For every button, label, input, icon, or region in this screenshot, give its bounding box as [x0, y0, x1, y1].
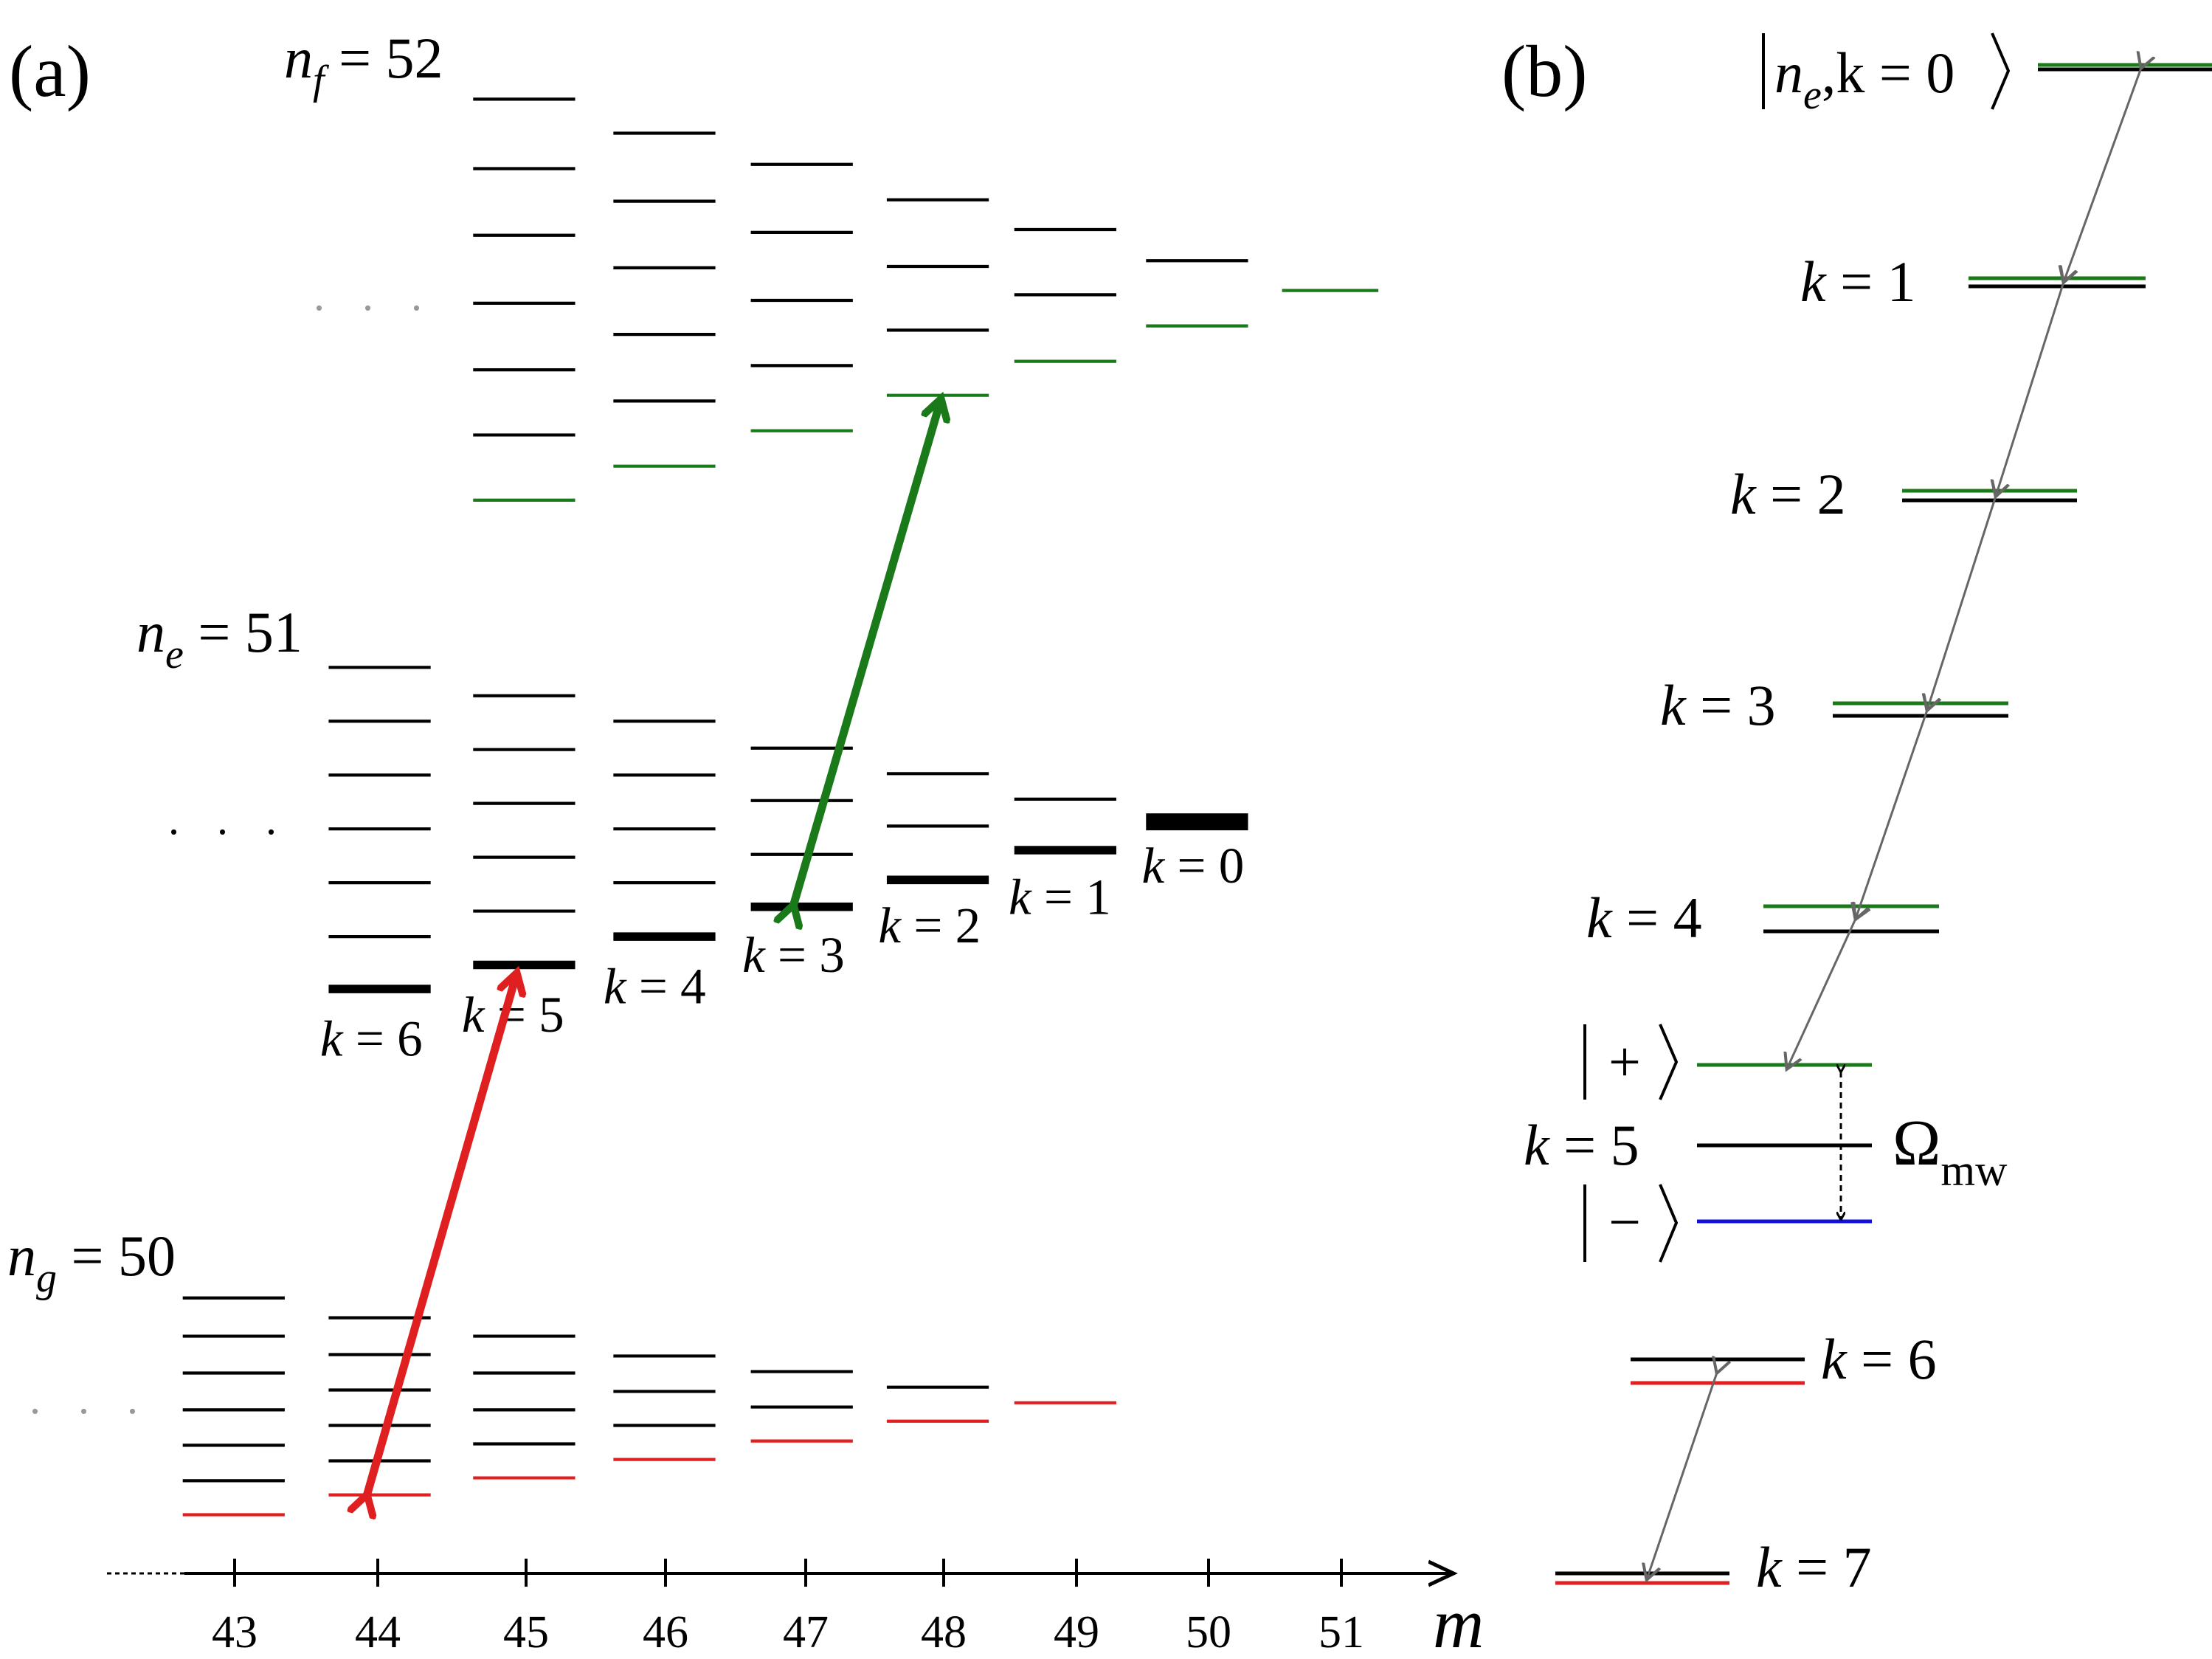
ne-k-label: k = 4 — [604, 957, 706, 1014]
k3-label: k = 3 — [1660, 673, 1776, 737]
nf-var: n — [284, 26, 313, 90]
ne-k-value: = 6 — [343, 1010, 423, 1066]
k2-var: k — [1730, 462, 1757, 526]
k1-label: k = 1 — [1800, 249, 1916, 314]
minus-ket: − — [1583, 1184, 1679, 1263]
nf-ellipsis: . . . — [314, 271, 435, 320]
m-tick-label: 46 — [643, 1607, 688, 1658]
k5-value: = 5 — [1549, 1113, 1639, 1177]
ne-k-value: = 4 — [626, 957, 706, 1014]
ne-k-label: k = 1 — [1009, 868, 1111, 925]
coupling-arrow — [1927, 496, 1996, 710]
ng-levels — [182, 1296, 1116, 1517]
k1-value: = 1 — [1826, 249, 1916, 314]
ne-k-value: = 1 — [1031, 868, 1111, 925]
nf-label: nf = 52 — [284, 26, 443, 103]
ng-sub: g — [36, 1255, 57, 1301]
coupling-arrow — [1787, 919, 1856, 1069]
ket-angle — [1991, 32, 2011, 110]
ne-k-label: k = 6 — [320, 1010, 423, 1066]
minus-ket-angle — [1659, 1184, 1679, 1263]
top-ket-rest: ,k = 0 — [1822, 41, 1955, 105]
ne-sub: e — [165, 632, 184, 677]
top-ket-n: n — [1774, 41, 1803, 105]
coupling-arrow — [1996, 282, 2064, 496]
omega-symbol: Ω — [1893, 1108, 1940, 1179]
plus-ket: + — [1583, 1024, 1679, 1100]
ne-label: ne = 51 — [136, 600, 303, 677]
m-tick-label: 44 — [355, 1607, 401, 1658]
plus-ket-symbol: + — [1608, 1029, 1641, 1094]
k4-value: = 4 — [1612, 886, 1702, 950]
ng-ellipsis: . . . — [30, 1374, 151, 1423]
k1-var: k — [1800, 249, 1827, 314]
panel-b-coupling-arrows — [1647, 68, 2141, 1579]
m-tick-label: 51 — [1318, 1607, 1364, 1658]
ne-k-var: k — [1142, 837, 1166, 894]
k3-value: = 3 — [1686, 673, 1776, 737]
ne-k-var: k — [742, 926, 766, 983]
ne-k-var: k — [604, 957, 627, 1014]
red-transition-arrow — [367, 974, 516, 1496]
k7-var: k — [1756, 1535, 1783, 1599]
ne-k-var: k — [878, 897, 902, 953]
m-axis-label: m — [1433, 1584, 1484, 1659]
m-axis-ticks: 43 44 45 46 47 48 49 50 51 — [212, 1559, 1364, 1658]
panel-b: (b) ne,k = 0 k = 1 k = 2 k = 3 k = 4 k =… — [1501, 30, 2212, 1599]
nf-value: = 52 — [325, 26, 443, 90]
ne-k-label: k = 0 — [1142, 837, 1245, 894]
k2-value: = 2 — [1756, 462, 1846, 526]
ne-k-value: = 3 — [765, 926, 845, 983]
ne-k-var: k — [1009, 868, 1032, 925]
ng-value: = 50 — [57, 1224, 176, 1288]
panel-a-label: (a) — [9, 30, 91, 112]
top-ket-text: ne,k = 0 — [1774, 41, 1954, 118]
m-tick-label: 47 — [783, 1607, 829, 1658]
panel-b-label: (b) — [1501, 30, 1588, 112]
ng-label: ng = 50 — [7, 1224, 176, 1301]
k3-var: k — [1660, 673, 1687, 737]
ne-var: n — [136, 600, 165, 664]
omega-sub: mw — [1940, 1146, 2008, 1195]
coupling-arrow — [2064, 68, 2141, 282]
coupling-arrow — [1856, 710, 1927, 919]
ne-value: = 51 — [184, 600, 303, 664]
m-tick-label: 49 — [1054, 1607, 1099, 1658]
m-tick-label: 45 — [503, 1607, 549, 1658]
m-tick-label: 48 — [921, 1607, 967, 1658]
minus-ket-symbol: − — [1608, 1190, 1641, 1254]
m-tick-label: 50 — [1186, 1607, 1231, 1658]
ne-k-label: k = 3 — [742, 926, 845, 983]
k2-label: k = 2 — [1730, 462, 1846, 526]
coupling-arrow — [1647, 1373, 1717, 1579]
k6-var: k — [1821, 1327, 1848, 1391]
k5-label: k = 5 — [1524, 1113, 1639, 1177]
k5-var: k — [1524, 1113, 1550, 1177]
k7-value: = 7 — [1782, 1535, 1872, 1599]
ne-ellipsis: . . . — [168, 795, 290, 844]
top-ket-label: ne,k = 0 — [1762, 32, 2011, 118]
ne-k-value: = 2 — [901, 897, 981, 953]
ng-var: n — [7, 1224, 36, 1288]
ne-k-value: = 0 — [1164, 837, 1244, 894]
m-tick-label: 43 — [212, 1607, 258, 1658]
top-ket-sub: e — [1803, 72, 1822, 118]
ne-k-label: k = 2 — [878, 897, 981, 953]
plus-ket-angle — [1659, 1024, 1679, 1100]
ne-k-var: k — [462, 986, 485, 1043]
k7-label: k = 7 — [1756, 1535, 1872, 1599]
k6-value: = 6 — [1847, 1327, 1937, 1391]
ne-k-var: k — [320, 1010, 344, 1066]
k6-label: k = 6 — [1821, 1327, 1937, 1391]
k4-label: k = 4 — [1586, 886, 1702, 950]
panel-a: (a) nf = 52 ne = 51 ng = 50 . . . . . . … — [7, 26, 1484, 1659]
k4-var: k — [1586, 886, 1613, 950]
omega-mw-label: Ωmw — [1893, 1108, 2008, 1195]
green-transition-arrow — [793, 400, 941, 906]
